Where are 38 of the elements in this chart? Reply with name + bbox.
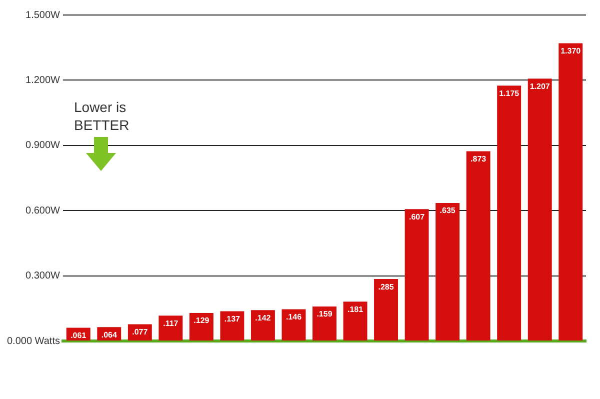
data-label: .129 [194,316,210,326]
y-tick-label: 0.600W [26,205,61,216]
data-label: .285 [378,282,394,292]
data-label: .159 [316,310,333,319]
bar [158,316,183,340]
bar [250,310,275,340]
data-label: .142 [255,313,272,322]
data-label: .181 [347,304,364,314]
bar [220,311,244,340]
data-label: .873 [470,154,487,164]
bar [189,312,214,340]
data-label: 1.207 [530,82,550,91]
data-label: .146 [286,312,302,322]
annotation: Lower is BETTER [74,98,130,134]
bar [436,202,460,340]
bar [343,302,368,340]
data-label: .117 [163,318,179,328]
bar [466,151,490,340]
y-tick-label: 1.500W [26,10,61,21]
data-label: 1.370 [560,46,582,56]
data-label: .137 [224,314,241,324]
data-label: .077 [132,327,148,336]
bar [558,43,583,340]
data-label: .064 [101,330,118,340]
y-tick-label: 1.200W [26,74,61,86]
y-tick-label: 0.300W [26,270,61,282]
bar [528,78,552,340]
data-label: .061 [70,330,87,340]
bar [374,279,398,340]
data-label: .607 [409,212,426,222]
bar [282,309,306,340]
bar [497,86,522,340]
bar [312,306,336,340]
data-label: .635 [440,206,456,216]
y-tick-label: 0.900W [26,140,61,152]
bar [404,209,429,340]
y-tick-label: 0.000 Watts [6,336,60,347]
data-label: 1.175 [499,88,520,98]
